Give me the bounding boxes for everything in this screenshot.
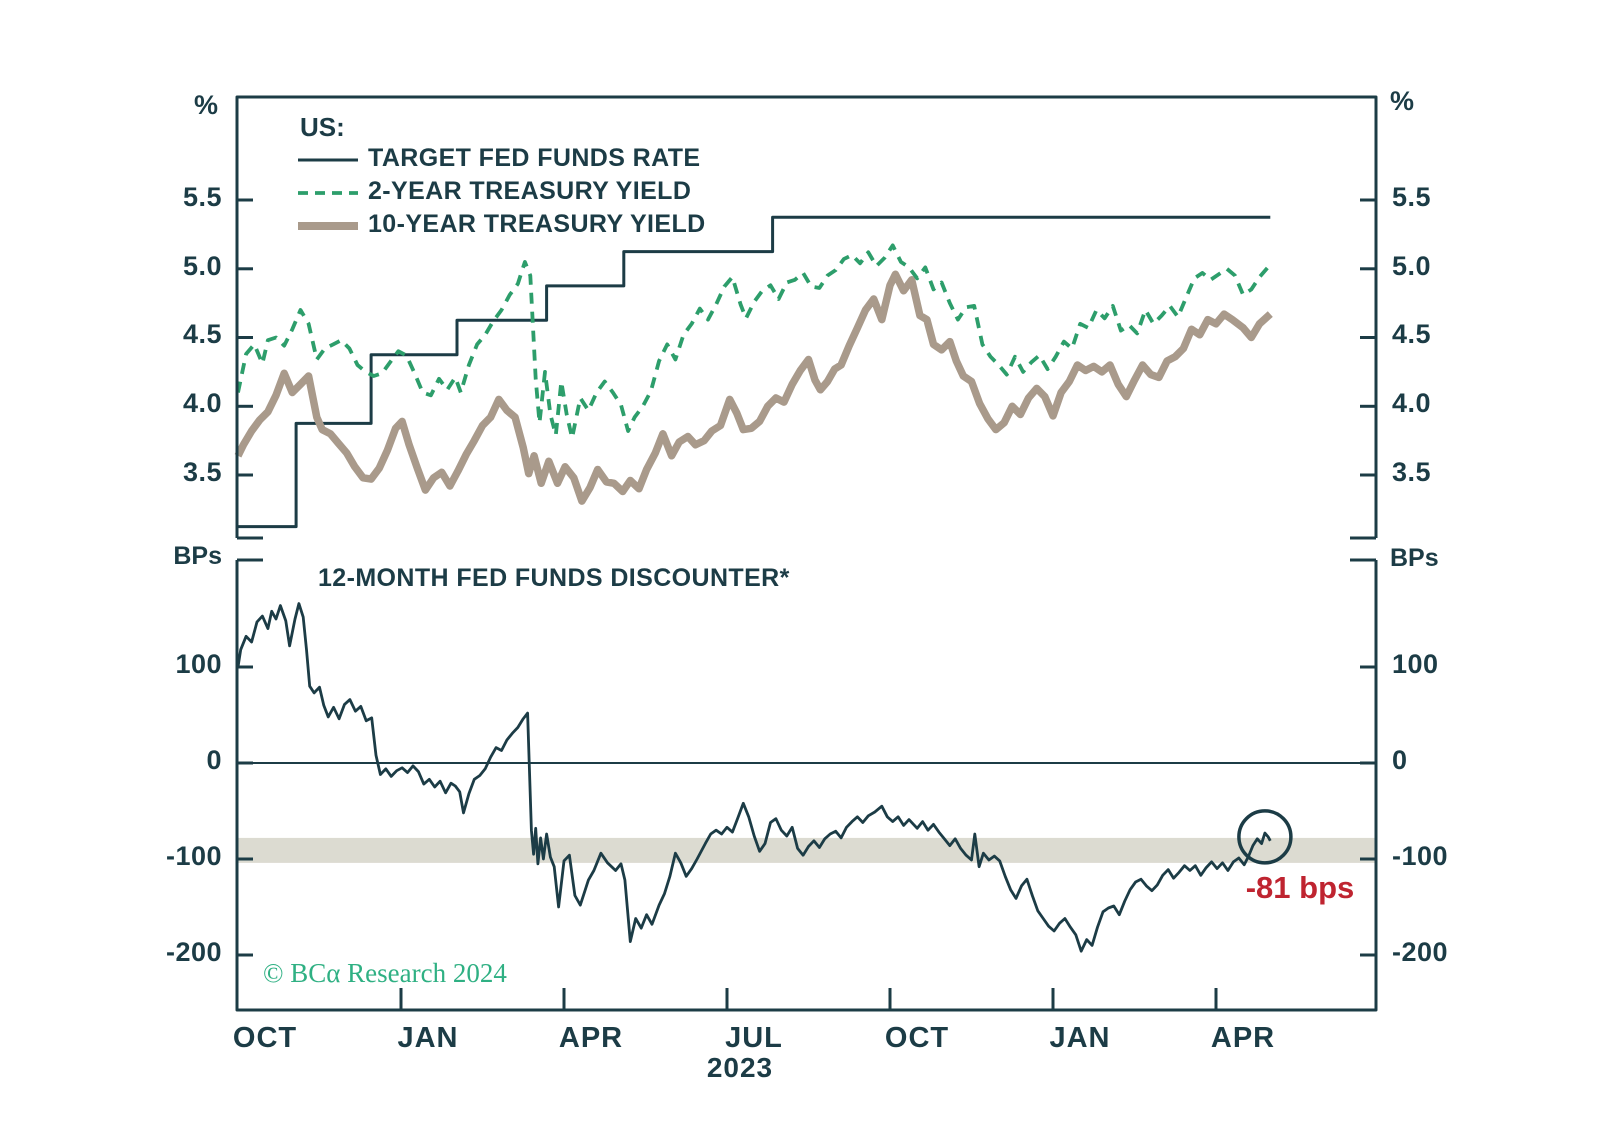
series-2-year-treasury-yield [236, 243, 1272, 440]
series-target-fed-funds-rate [238, 215, 1271, 529]
y-tick-label: 0 [206, 745, 222, 775]
copyright-text: © BCα Research 2024 [263, 958, 507, 988]
annotation-minus-81-bps: -81 bps [1245, 870, 1355, 905]
y-tick-label: -200 [165, 937, 222, 967]
y-tick-label: 3.5 [182, 457, 222, 487]
bottom-left-axis-unit: BPs [173, 542, 222, 570]
y-tick-label: 100 [175, 649, 222, 679]
y-tick-label: -100 [165, 841, 222, 871]
series-fed-funds-discounter [236, 602, 1272, 953]
x-tick-label: APR [558, 1022, 624, 1054]
y-tick-label: 5.0 [182, 251, 222, 281]
x-tick-label: JAN [397, 1022, 459, 1054]
y-tick-label: 0 [1392, 745, 1408, 775]
series-10-year-treasury-yield [234, 270, 1273, 505]
top-panel-border [235, 95, 1378, 540]
legend-label-2-year-treasury-yield: 2-YEAR TREASURY YIELD [368, 177, 692, 205]
x-tick-label: JAN [1049, 1022, 1111, 1054]
y-tick-label: -100 [1392, 841, 1449, 871]
x-tick-label: APR [1210, 1022, 1276, 1054]
top-left-axis-unit: % [193, 90, 218, 120]
bottom-panel-title: 12-MONTH FED FUNDS DISCOUNTER* [318, 564, 790, 592]
y-tick-label: 5.0 [1392, 251, 1432, 281]
y-tick-label: 5.5 [1392, 182, 1432, 212]
y-tick-label: 3.5 [1392, 457, 1432, 487]
y-tick-label: 5.5 [182, 182, 222, 212]
legend-label-10-year-treasury-yield: 10-YEAR TREASURY YIELD [368, 210, 706, 238]
y-tick-label: 4.0 [182, 388, 222, 418]
x-tick-label: OCT [232, 1022, 298, 1054]
bottom-panel-border [235, 558, 1378, 1012]
x-tick-label: OCT [884, 1022, 950, 1054]
x-axis-year-label: 2023 [706, 1052, 774, 1083]
y-tick-label: 4.0 [1392, 388, 1432, 418]
y-tick-label: -200 [1392, 937, 1449, 967]
x-tick-label: JUL [725, 1022, 783, 1054]
bottom-right-axis-unit: BPs [1390, 544, 1439, 572]
y-tick-label: 4.5 [182, 319, 222, 349]
y-tick-label: 4.5 [1392, 319, 1432, 349]
legend-title: US: [300, 112, 345, 142]
y-tick-label: 100 [1392, 649, 1439, 679]
legend-label-target-fed-funds-rate: TARGET FED FUNDS RATE [368, 144, 701, 172]
annotation-circle [1237, 809, 1293, 865]
top-right-axis-unit: % [1390, 86, 1415, 116]
